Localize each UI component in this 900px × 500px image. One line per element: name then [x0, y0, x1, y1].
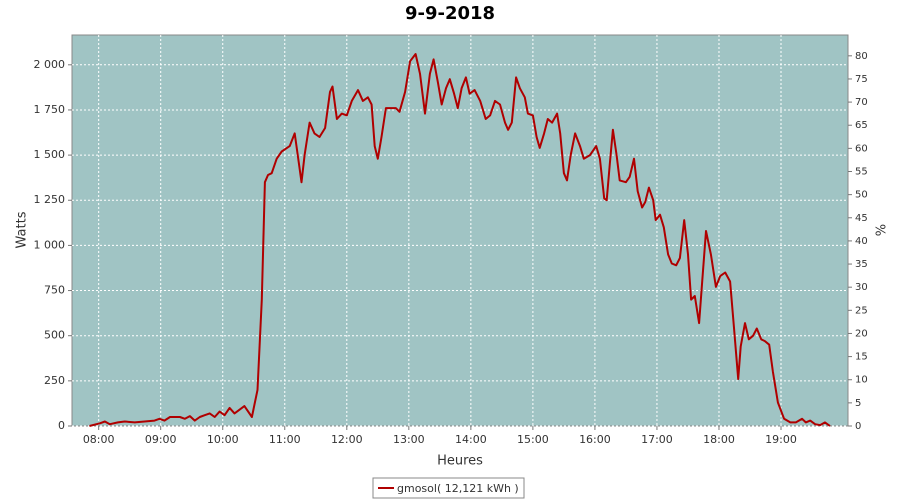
x-tick-label: 12:00	[331, 433, 363, 446]
y2-tick-label: 35	[855, 259, 868, 270]
y-tick-label: 1 500	[34, 148, 66, 161]
y2-tick-label: 75	[855, 74, 868, 85]
y2-tick-label: 10	[855, 375, 868, 386]
y2-tick-label: 45	[855, 213, 868, 224]
y-tick-label: 1 250	[34, 193, 66, 206]
line-series	[89, 53, 831, 427]
legend-box	[372, 477, 525, 499]
x-tick-label: 08:00	[83, 433, 115, 446]
y2-tick-label: 0	[855, 421, 861, 432]
y2-tick-label: 5	[855, 398, 861, 409]
y-tick-label: 0	[58, 419, 65, 432]
y-tick-label: 250	[44, 374, 65, 387]
legend: gmosol( 12,121 kWh )	[372, 477, 525, 499]
chart-title: 9-9-2018	[405, 3, 495, 24]
y-axis-label: Watts	[15, 211, 30, 248]
y2-tick-label: 65	[855, 120, 868, 131]
x-tick-label: 09:00	[145, 433, 177, 446]
y2-tick-label: 50	[855, 190, 868, 201]
y2-tick-label: 40	[855, 236, 868, 247]
y2-tick-label: 80	[855, 51, 868, 62]
y2-tick-label: 20	[855, 328, 868, 339]
x-tick-label: 18:00	[703, 433, 735, 446]
y-tick-label: 1 750	[34, 103, 66, 116]
x-tick-label: 14:00	[455, 433, 487, 446]
x-axis-label: Heures	[437, 454, 483, 469]
y-tick-label: 2 000	[34, 58, 66, 71]
y-tick-label: 500	[44, 329, 65, 342]
legend-label: gmosol( 12,121 kWh )	[397, 482, 519, 495]
y2-tick-label: 25	[855, 305, 868, 316]
y2-tick-label: 30	[855, 282, 868, 293]
x-tick-label: 15:00	[517, 433, 549, 446]
y2-axis-label: %	[875, 224, 890, 236]
x-tick-label: 16:00	[579, 433, 611, 446]
x-tick-label: 17:00	[641, 433, 673, 446]
y2-tick-label: 55	[855, 167, 868, 178]
y2-tick-label: 15	[855, 352, 868, 363]
x-tick-label: 11:00	[269, 433, 301, 446]
x-tick-label: 19:00	[765, 433, 797, 446]
y-tick-label: 1 000	[34, 238, 66, 251]
x-tick-label: 13:00	[393, 433, 425, 446]
x-tick-label: 10:00	[207, 433, 239, 446]
y-tick-label: 750	[44, 284, 65, 297]
y2-tick-label: 70	[855, 97, 868, 108]
y2-tick-label: 60	[855, 143, 868, 154]
